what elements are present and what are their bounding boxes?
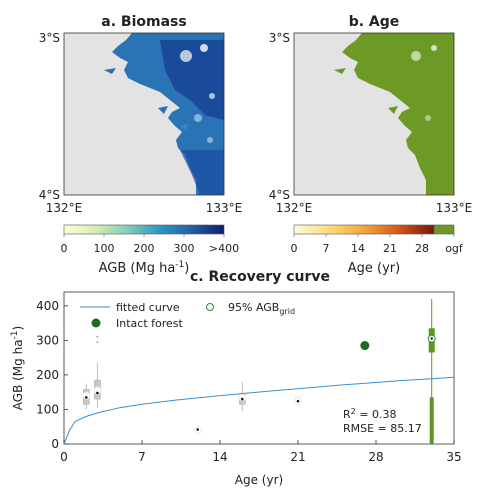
- biomass-colorbar-label: AGB (Mg ha-1): [99, 260, 190, 276]
- boxplot-median-dot: [84, 396, 88, 399]
- biomass-colorbar: [63, 224, 225, 235]
- age-map-frame: [293, 32, 455, 196]
- legend: fitted curve Intact forest 95% AGBgrid: [80, 301, 295, 330]
- age-colorbar-tick-label: ogf: [445, 242, 464, 255]
- age-colorbar-ogf: [433, 224, 455, 235]
- boxplot-flier: [96, 335, 99, 338]
- x-axis-label: Age (yr): [235, 473, 283, 487]
- y-tick-label: 400: [36, 299, 59, 313]
- panel-a-title: a. Biomass: [101, 14, 186, 30]
- age-lat-top: 3°S: [269, 31, 290, 45]
- biomass-colorbar-tick-label: 0: [61, 242, 68, 255]
- ogf-lower-bar: [429, 397, 434, 444]
- age-lon-right: 133°E: [436, 201, 473, 215]
- boxplot-median-dot: [196, 428, 200, 431]
- grid95-marker: [82, 391, 91, 400]
- age-colorbar: [293, 224, 435, 235]
- age-lat-bottom: 4°S: [269, 188, 290, 202]
- intact-forest-point: [360, 341, 370, 351]
- biomass-colorbar-tick-label: >400: [209, 242, 239, 255]
- legend-grid-swatch: [206, 303, 214, 311]
- legend-fitted-label: fitted curve: [116, 301, 180, 314]
- biomass-map-frame: [63, 32, 225, 196]
- y-tick-label: 200: [36, 368, 59, 382]
- panel-c-title: c. Recovery curve: [190, 269, 330, 285]
- r-squared: R2 = 0.38: [343, 407, 396, 421]
- recovery-plot-frame: [63, 291, 455, 445]
- biomass-lat-bottom: 4°S: [39, 188, 60, 202]
- x-tick-label: 28: [368, 450, 383, 464]
- x-tick-label: 7: [138, 450, 146, 464]
- boxplot-median-dot: [240, 397, 244, 401]
- boxplot-median-dot: [96, 391, 99, 395]
- age-colorbar-label: Age (yr): [348, 261, 400, 276]
- rmse: RMSE = 85.17: [343, 422, 422, 435]
- boxplot-flier: [96, 341, 99, 344]
- y-axis-label: AGB (Mg ha-1): [10, 326, 25, 410]
- age-colorbar-tick-label: 28: [415, 242, 429, 255]
- age-lon-left: 132°E: [276, 201, 313, 215]
- boxplot-median-dot: [296, 399, 300, 403]
- x-tick-label: 35: [446, 450, 461, 464]
- x-tick-label: 0: [60, 450, 68, 464]
- y-tick-label: 0: [51, 437, 59, 451]
- biomass-lon-right: 133°E: [206, 201, 243, 215]
- ogf-median-dot: [430, 337, 433, 340]
- biomass-colorbar-tick-label: 200: [134, 242, 155, 255]
- age-map: [294, 33, 454, 195]
- biomass-map: [64, 33, 224, 195]
- biomass-lat-top: 3°S: [39, 31, 60, 45]
- legend-intact-swatch: [91, 318, 101, 328]
- y-tick-label: 300: [36, 333, 59, 347]
- age-land: [342, 33, 454, 195]
- biomass-lon-left: 132°E: [46, 201, 83, 215]
- biomass-colorbar-tick-label: 100: [94, 242, 115, 255]
- age-colorbar-tick-label: 0: [291, 242, 298, 255]
- legend-intact-label: Intact forest: [116, 317, 184, 330]
- legend-grid-label: 95% AGBgrid: [228, 301, 295, 316]
- biomass-colorbar-ticks: 0 100 200 300 >400: [61, 234, 239, 255]
- x-tick-label: 21: [290, 450, 305, 464]
- y-tick-label: 100: [36, 402, 59, 416]
- age-colorbar-ticks: 0 7 14 21 28 ogf: [291, 234, 464, 255]
- age-colorbar-tick-label: 21: [383, 242, 397, 255]
- x-tick-label: 14: [212, 450, 227, 464]
- age-colorbar-tick-label: 7: [323, 242, 330, 255]
- recovery-plot: 0 7 14 21 28 35 0 100 200 300 400: [36, 299, 462, 464]
- biomass-colorbar-tick-label: 300: [174, 242, 195, 255]
- age-colorbar-tick-label: 14: [351, 242, 365, 255]
- fitted-curve: [63, 376, 455, 445]
- panel-b-title: b. Age: [349, 14, 400, 30]
